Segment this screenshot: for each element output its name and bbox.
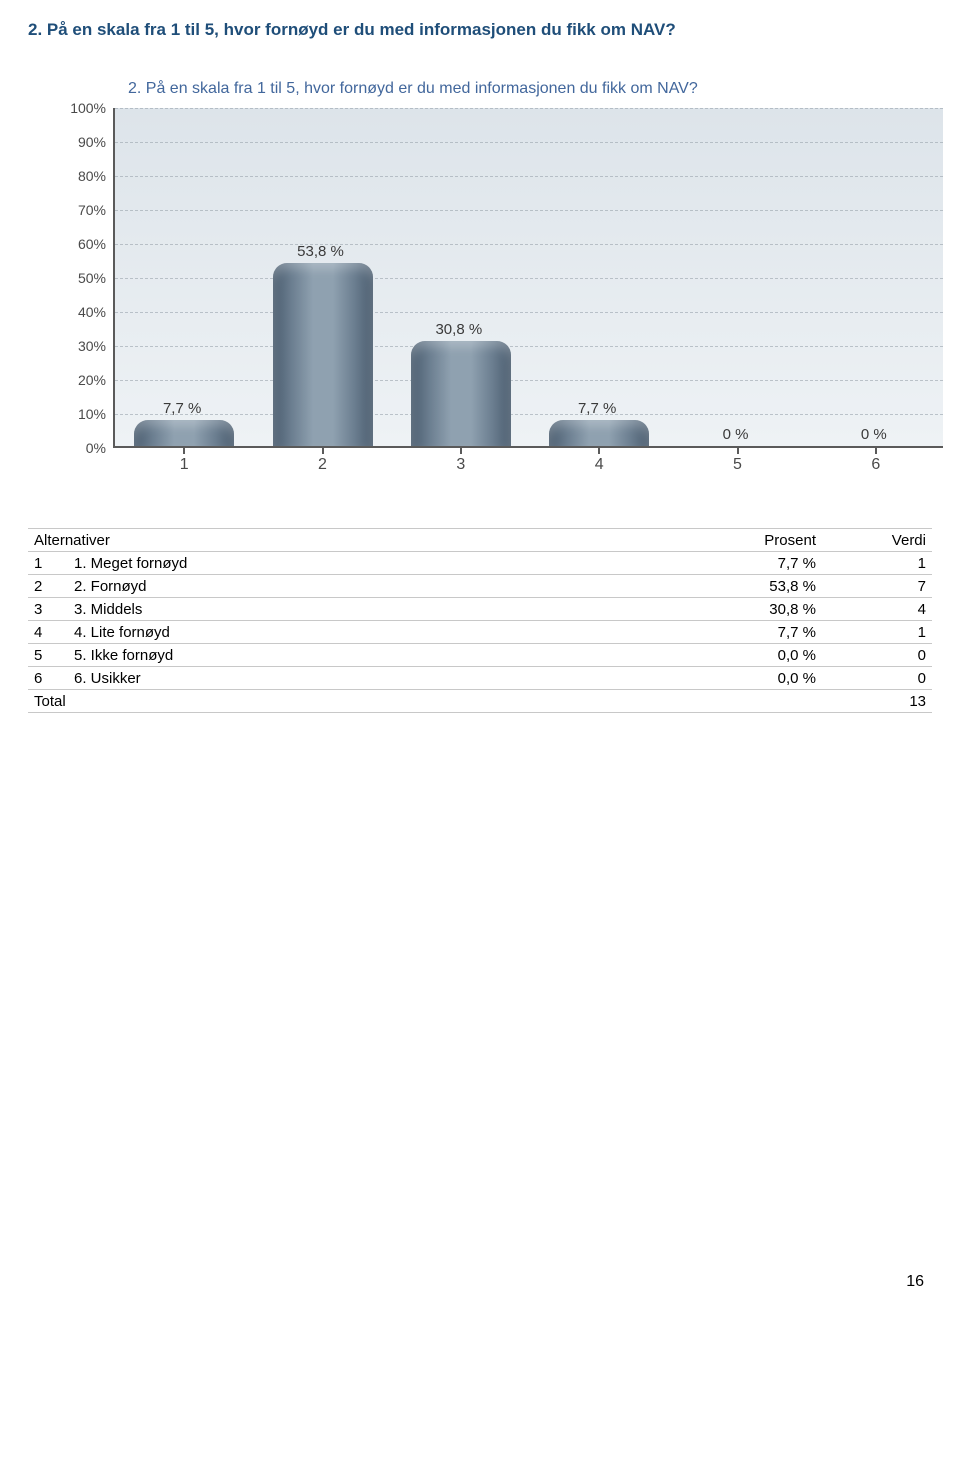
row-val: 7	[822, 575, 932, 598]
x-tick	[737, 446, 739, 454]
gridline	[115, 380, 943, 381]
row-num: 4	[28, 621, 68, 644]
total-label: Total	[28, 690, 712, 713]
header-prosent: Prosent	[712, 529, 822, 552]
row-num: 3	[28, 598, 68, 621]
row-num: 1	[28, 552, 68, 575]
row-name: 2. Fornøyd	[68, 575, 712, 598]
y-axis-label: 50%	[58, 270, 106, 286]
bar-value-label: 0 %	[676, 426, 796, 443]
row-num: 2	[28, 575, 68, 598]
row-val: 1	[822, 552, 932, 575]
row-name: 6. Usikker	[68, 667, 712, 690]
row-val: 4	[822, 598, 932, 621]
row-val: 0	[822, 667, 932, 690]
x-axis-label: 3	[441, 456, 481, 474]
y-axis-label: 30%	[58, 338, 106, 354]
table-total-row: Total 13	[28, 690, 932, 713]
row-pct: 0,0 %	[712, 667, 822, 690]
row-name: 4. Lite fornøyd	[68, 621, 712, 644]
gridline	[115, 176, 943, 177]
x-axis-label: 4	[579, 456, 619, 474]
x-tick	[183, 446, 185, 454]
bar	[411, 341, 511, 446]
page-number: 16	[28, 713, 932, 1291]
row-val: 1	[822, 621, 932, 644]
x-tick	[460, 446, 462, 454]
row-num: 5	[28, 644, 68, 667]
total-pct	[712, 690, 822, 713]
gridline	[115, 142, 943, 143]
x-tick	[322, 446, 324, 454]
y-axis-label: 0%	[58, 440, 106, 456]
gridline	[115, 312, 943, 313]
row-name: 1. Meget fornøyd	[68, 552, 712, 575]
y-axis-label: 100%	[58, 100, 106, 116]
table-row: 55. Ikke fornøyd0,0 %0	[28, 644, 932, 667]
y-axis-label: 10%	[58, 406, 106, 422]
row-val: 0	[822, 644, 932, 667]
gridline	[115, 346, 943, 347]
question-heading: 2. På en skala fra 1 til 5, hvor fornøyd…	[28, 20, 932, 40]
row-pct: 30,8 %	[712, 598, 822, 621]
x-axis-label: 6	[856, 456, 896, 474]
bar-value-label: 7,7 %	[537, 400, 657, 417]
table-row: 66. Usikker0,0 %0	[28, 667, 932, 690]
table-row: 11. Meget fornøyd7,7 %1	[28, 552, 932, 575]
chart-area: 123456 0%10%20%30%40%50%60%70%80%90%100%…	[58, 108, 958, 488]
bar-value-label: 7,7 %	[122, 400, 242, 417]
row-name: 3. Middels	[68, 598, 712, 621]
y-axis-label: 60%	[58, 236, 106, 252]
row-pct: 7,7 %	[712, 552, 822, 575]
row-pct: 7,7 %	[712, 621, 822, 644]
total-value: 13	[822, 690, 932, 713]
table-row: 44. Lite fornøyd7,7 %1	[28, 621, 932, 644]
gridline	[115, 244, 943, 245]
x-tick	[598, 446, 600, 454]
y-axis-label: 20%	[58, 372, 106, 388]
y-axis-label: 70%	[58, 202, 106, 218]
x-axis-label: 1	[164, 456, 204, 474]
bar-value-label: 0 %	[814, 426, 934, 443]
row-pct: 0,0 %	[712, 644, 822, 667]
y-axis-label: 40%	[58, 304, 106, 320]
chart-title: 2. På en skala fra 1 til 5, hvor fornøyd…	[128, 80, 958, 98]
x-axis-label: 2	[303, 456, 343, 474]
chart-container: 2. På en skala fra 1 til 5, hvor fornøyd…	[58, 80, 958, 488]
table-row: 22. Fornøyd53,8 %7	[28, 575, 932, 598]
gridline	[115, 278, 943, 279]
bar	[134, 420, 234, 446]
table-row: 33. Middels30,8 %4	[28, 598, 932, 621]
table-header-row: Alternativer Prosent Verdi	[28, 529, 932, 552]
bar-value-label: 30,8 %	[399, 321, 519, 338]
bar	[549, 420, 649, 446]
gridline	[115, 108, 943, 109]
x-tick	[875, 446, 877, 454]
header-alternativer: Alternativer	[28, 529, 712, 552]
x-axis-label: 5	[718, 456, 758, 474]
row-name: 5. Ikke fornøyd	[68, 644, 712, 667]
row-pct: 53,8 %	[712, 575, 822, 598]
bar	[273, 263, 373, 446]
plot-background: 123456	[113, 108, 943, 448]
results-table: Alternativer Prosent Verdi 11. Meget for…	[28, 528, 932, 713]
header-verdi: Verdi	[822, 529, 932, 552]
y-axis-label: 80%	[58, 168, 106, 184]
row-num: 6	[28, 667, 68, 690]
y-axis-label: 90%	[58, 134, 106, 150]
gridline	[115, 210, 943, 211]
bar-value-label: 53,8 %	[261, 243, 381, 260]
